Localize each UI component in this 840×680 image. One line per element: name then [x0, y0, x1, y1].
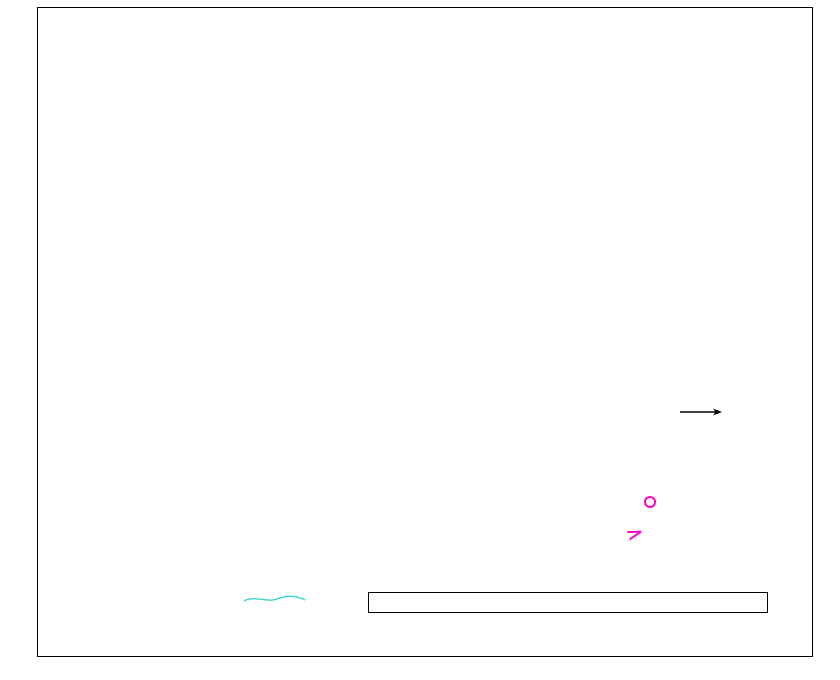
temperature-colorbar: [368, 592, 768, 613]
y-axis-tick-label: [4, 120, 33, 136]
velocity-scale-arrow-icon: [680, 408, 722, 416]
depth-contour-sample-icon: [243, 595, 306, 602]
y-axis-tick-label: [4, 594, 33, 610]
argo-marker-icon: [644, 496, 656, 508]
y-axis-tick-label: [4, 233, 33, 249]
colorbar-tick-labels: [368, 616, 768, 632]
map-plot-area: >: [37, 7, 813, 657]
y-axis-tick-label: [4, 470, 33, 486]
drifter-legend: >: [623, 522, 649, 547]
y-axis-tick-label: [4, 350, 33, 366]
altimetric-annotation: [603, 400, 799, 418]
drifter-marker-icon: >: [623, 521, 647, 547]
argo-legend: [644, 496, 664, 508]
sst-map-canvas: [38, 8, 812, 656]
copyright-text: [824, 0, 839, 680]
depth-contour-legend: [243, 592, 307, 607]
